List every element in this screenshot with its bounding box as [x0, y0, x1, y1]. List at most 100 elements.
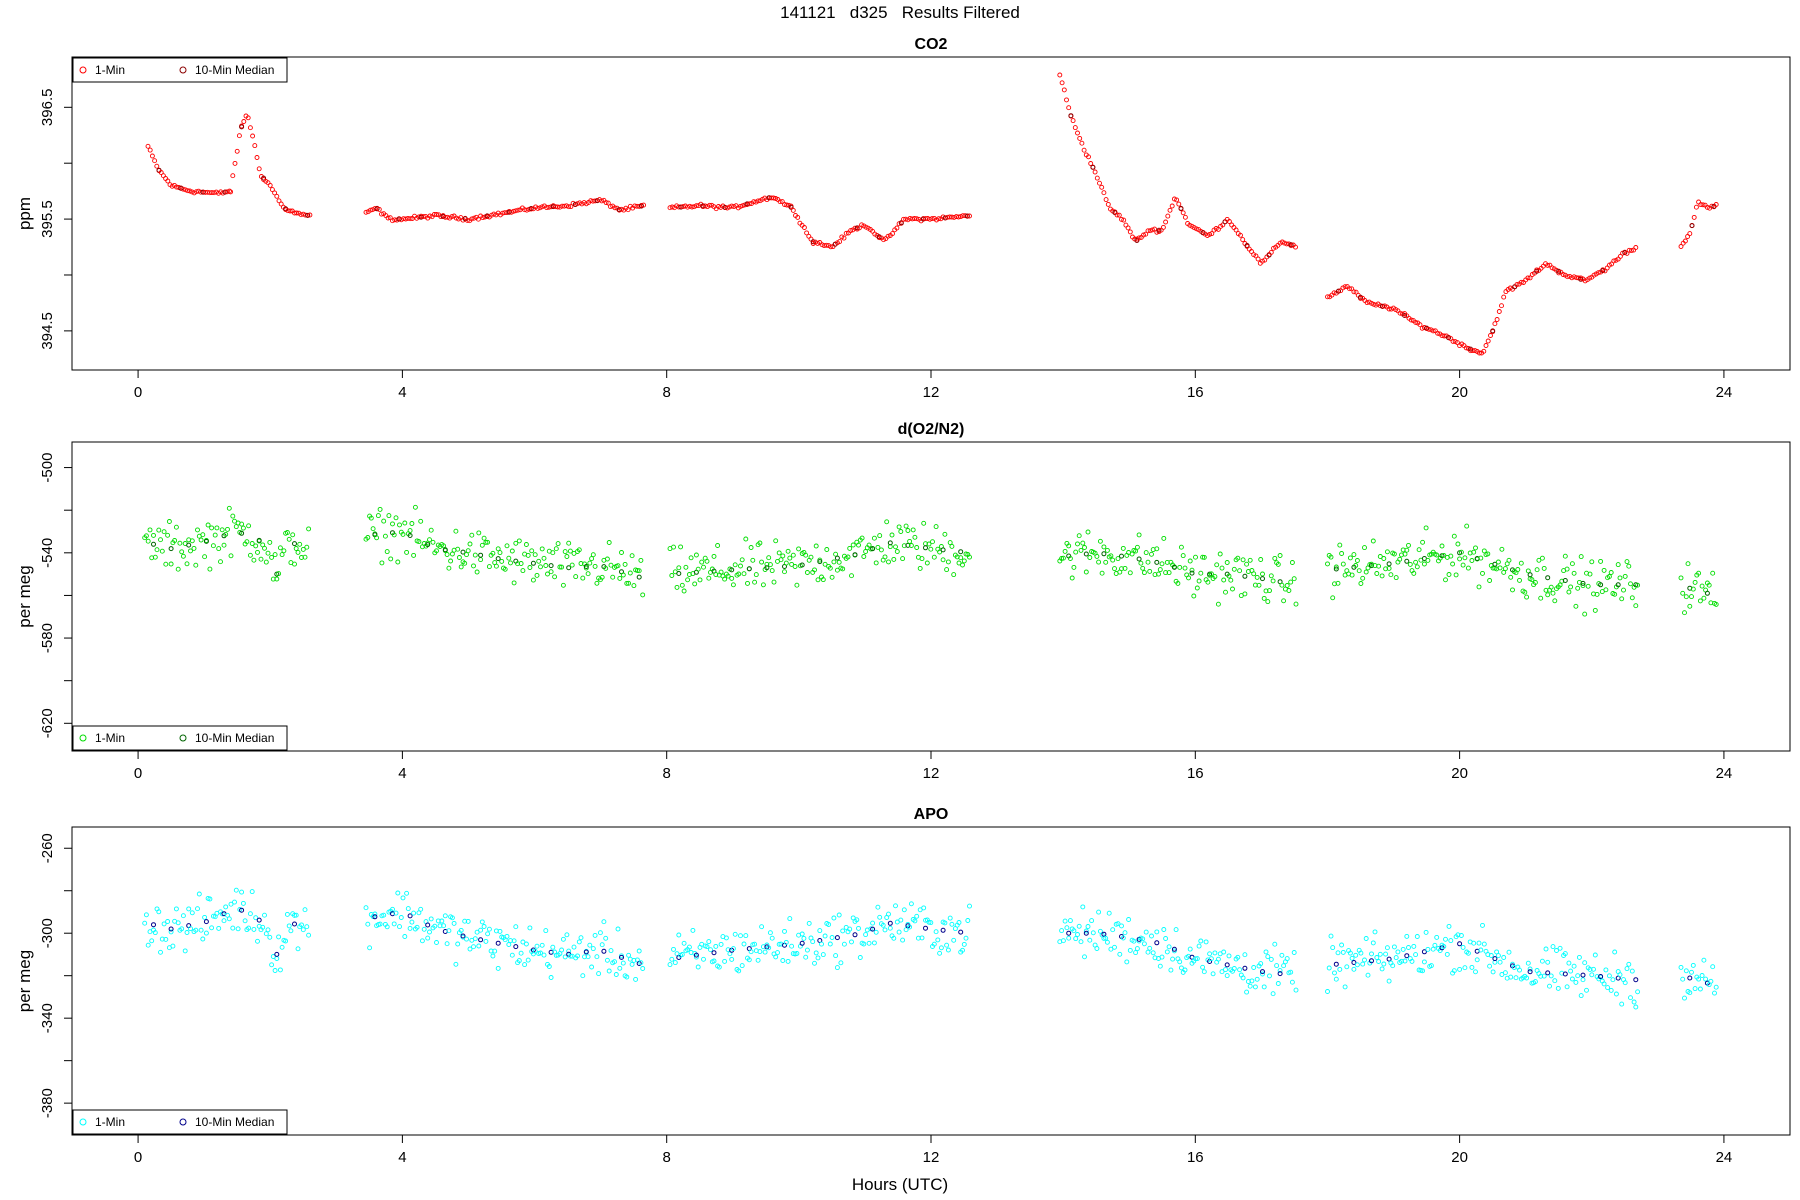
point-1min [866, 542, 872, 548]
point-median [274, 951, 280, 957]
point-1min [1582, 611, 1588, 617]
point-1min [225, 526, 230, 532]
point-1min [253, 915, 259, 921]
point-1min [1377, 951, 1383, 957]
point-1min [1568, 968, 1574, 974]
plot-frame [71, 56, 1791, 371]
point-1min [1066, 935, 1072, 941]
point-median [151, 922, 156, 928]
point-median [746, 566, 752, 572]
point-1min [1228, 577, 1234, 583]
point-1min [785, 958, 791, 964]
point-1min [1624, 250, 1630, 256]
point-1min [1502, 566, 1508, 572]
point-1min [1057, 72, 1063, 78]
point-1min [1120, 545, 1126, 551]
point-1min [1377, 554, 1383, 559]
point-1min [1145, 228, 1151, 234]
legend: 1-Min 10-Min Median [72, 725, 288, 751]
point-median [1578, 276, 1584, 282]
point-1min [608, 948, 614, 954]
point-1min [249, 889, 255, 895]
point-1min [168, 929, 174, 935]
point-1min [278, 201, 284, 207]
point-median [729, 567, 735, 573]
point-1min [198, 189, 204, 195]
point-1min [587, 560, 593, 566]
point-1min [425, 935, 431, 941]
point-1min [518, 561, 524, 566]
point-1min [769, 568, 775, 574]
point-1min [1268, 956, 1274, 962]
point-1min [306, 932, 312, 938]
point-1min [887, 925, 893, 931]
point-1min [1071, 564, 1077, 570]
point-1min [367, 945, 373, 951]
point-1min [152, 930, 158, 936]
point-median [636, 574, 642, 580]
point-1min [1696, 199, 1702, 205]
point-median [1288, 242, 1294, 248]
point-1min [1626, 563, 1632, 569]
point-1min [1240, 557, 1246, 563]
x-tick-label: 24 [1716, 384, 1733, 401]
point-1min [416, 539, 422, 545]
point-1min [258, 556, 264, 562]
point-median [151, 541, 156, 547]
point-median [1083, 930, 1089, 936]
point-1min [1580, 583, 1586, 589]
point-1min [1495, 953, 1501, 959]
point-1min [785, 548, 791, 554]
y-tick-label: -260 [39, 833, 56, 863]
point-1min [1696, 570, 1702, 576]
point-1min [402, 520, 408, 526]
point-1min [508, 560, 513, 566]
point-1min [882, 554, 888, 560]
point-1min [159, 548, 165, 554]
point-1min [1145, 559, 1151, 565]
point-1min [599, 942, 605, 948]
point-1min [636, 568, 642, 574]
point-1min [940, 557, 946, 563]
point-1min [1501, 569, 1507, 575]
point-1min [1608, 570, 1614, 575]
point-1min [1704, 204, 1710, 210]
point-1min [792, 564, 798, 569]
point-1min [564, 203, 569, 209]
point-1min [815, 955, 821, 961]
point-1min [1358, 581, 1364, 586]
point-1min [404, 549, 410, 555]
point-1min [757, 949, 763, 955]
point-1min [901, 907, 907, 913]
point-1min [1078, 547, 1084, 553]
point-1min [372, 911, 378, 917]
point-1min [1582, 960, 1588, 966]
point-1min [1678, 964, 1684, 970]
x-tick-label: 20 [1451, 384, 1468, 401]
point-1min [840, 566, 846, 572]
point-1min [260, 924, 266, 930]
point-1min [511, 938, 517, 944]
point-1min [1413, 319, 1419, 325]
point-1min [1235, 954, 1241, 960]
point-1min [951, 572, 957, 578]
point-1min [764, 561, 770, 567]
point-1min [1441, 944, 1447, 949]
figure-title: 141121 d325 Results Filtered [780, 3, 1020, 22]
point-1min [1411, 943, 1417, 949]
point-1min [490, 953, 496, 959]
point-1min [933, 524, 939, 530]
point-1min [738, 933, 743, 939]
point-1min [1539, 958, 1545, 964]
point-1min [1143, 231, 1149, 237]
point-median [1066, 930, 1072, 936]
point-median [239, 124, 245, 130]
point-1min [561, 203, 567, 209]
point-median [292, 921, 297, 927]
point-1min [626, 580, 632, 586]
point-1min [529, 548, 535, 554]
point-1min [1587, 966, 1593, 972]
point-1min [193, 189, 199, 195]
point-1min [912, 918, 918, 924]
point-1min [170, 943, 176, 949]
